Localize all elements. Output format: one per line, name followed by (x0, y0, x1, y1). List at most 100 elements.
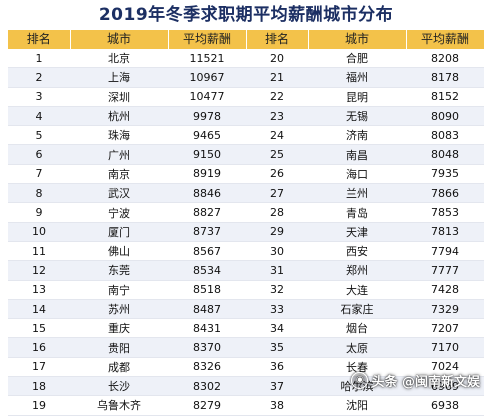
cell-salary: 7024 (406, 357, 484, 378)
cell-city: 杭州 (70, 106, 168, 127)
cell-city: 济南 (308, 125, 406, 146)
table-header-row: 排名 城市 平均薪酬 排名 城市 平均薪酬 (8, 30, 485, 49)
cell-city: 合肥 (308, 49, 406, 69)
cell-rank: 22 (246, 87, 308, 107)
watermark-text: 头条 @闽南新文娱 (371, 375, 480, 390)
cell-city: 贵阳 (70, 337, 168, 358)
table-row: 6 广州 9150 25 南昌 8048 (8, 144, 484, 165)
cell-salary: 7813 (406, 222, 484, 242)
cell-salary: 8846 (168, 183, 246, 204)
header-rank: 排名 (8, 30, 71, 49)
cell-salary: 8152 (406, 87, 484, 107)
table-row: 1 北京 11521 20 合肥 8208 (8, 49, 484, 69)
cell-salary: 8370 (168, 337, 246, 358)
cell-city: 郑州 (308, 260, 406, 281)
cell-rank: 2 (8, 67, 70, 88)
cell-salary: 8518 (168, 280, 246, 300)
cell-city: 兰州 (308, 183, 406, 204)
header-city: 城市 (308, 30, 407, 49)
table-row: 13 南宁 8518 32 大连 7428 (8, 280, 484, 300)
cell-salary: 7935 (406, 164, 484, 185)
cell-rank: 27 (246, 183, 308, 204)
cell-salary: 8279 (168, 395, 246, 416)
cell-salary: 8083 (406, 125, 484, 146)
cell-city: 广州 (70, 144, 168, 165)
cell-salary: 8178 (406, 67, 484, 88)
cell-city: 南昌 (308, 144, 406, 165)
cell-salary: 7777 (406, 260, 484, 281)
cell-rank: 1 (8, 49, 70, 69)
cell-city: 沈阳 (308, 395, 406, 416)
header-city: 城市 (70, 30, 169, 49)
cell-rank: 32 (246, 280, 308, 300)
table-row: 16 贵阳 8370 35 太原 7170 (8, 337, 484, 358)
cell-rank: 6 (8, 144, 70, 165)
cell-salary: 8827 (168, 202, 246, 223)
eye-logo-icon: ◉ (351, 372, 369, 389)
cell-salary: 7428 (406, 280, 484, 300)
cell-city: 青岛 (308, 202, 406, 223)
cell-city: 佛山 (70, 241, 168, 262)
table-row: 19 乌鲁木齐 8279 38 沈阳 6938 (8, 395, 484, 416)
cell-city: 成都 (70, 357, 168, 378)
page-title: 2019年冬季求职期平均薪酬城市分布 (98, 5, 394, 25)
cell-salary: 9978 (168, 106, 246, 127)
cell-salary: 8431 (168, 318, 246, 339)
cell-rank: 31 (246, 260, 308, 281)
table-row: 4 杭州 9978 23 无锡 8090 (8, 106, 484, 127)
cell-rank: 37 (246, 376, 308, 397)
cell-rank: 11 (8, 241, 70, 262)
table-row: 14 苏州 8487 33 石家庄 7329 (8, 299, 484, 320)
cell-salary: 8534 (168, 260, 246, 281)
cell-salary: 7207 (406, 318, 484, 339)
cell-salary: 8302 (168, 376, 246, 397)
cell-salary: 7329 (406, 299, 484, 320)
cell-rank: 15 (8, 318, 70, 339)
cell-city: 厦门 (70, 222, 168, 242)
cell-rank: 38 (246, 395, 308, 416)
cell-rank: 16 (8, 337, 70, 358)
cell-city: 东莞 (70, 260, 168, 281)
cell-city: 天津 (308, 222, 406, 242)
cell-rank: 21 (246, 67, 308, 88)
cell-rank: 17 (8, 357, 70, 378)
cell-rank: 5 (8, 125, 70, 146)
cell-city: 大连 (308, 280, 406, 300)
cell-salary: 8208 (406, 49, 484, 69)
cell-rank: 20 (246, 49, 308, 69)
watermark: ◉ 头条 @闽南新文娱 (351, 371, 480, 390)
cell-rank: 13 (8, 280, 70, 300)
cell-salary: 9150 (168, 144, 246, 165)
cell-city: 重庆 (70, 318, 168, 339)
cell-city: 苏州 (70, 299, 168, 320)
cell-city: 乌鲁木齐 (70, 395, 168, 416)
cell-city: 西安 (308, 241, 406, 262)
cell-city: 长沙 (70, 376, 168, 397)
cell-city: 烟台 (308, 318, 406, 339)
table-row: 3 深圳 10477 22 昆明 8152 (8, 87, 484, 107)
cell-city: 南宁 (70, 280, 168, 300)
cell-salary: 7794 (406, 241, 484, 262)
cell-rank: 34 (246, 318, 308, 339)
cell-rank: 24 (246, 125, 308, 146)
cell-salary: 8919 (168, 164, 246, 185)
cell-city: 宁波 (70, 202, 168, 223)
cell-salary: 9465 (168, 125, 246, 146)
cell-rank: 9 (8, 202, 70, 223)
cell-city: 太原 (308, 337, 406, 358)
cell-salary: 11521 (168, 49, 246, 69)
table-row: 17 成都 8326 36 长春 7024 (8, 357, 484, 378)
cell-rank: 3 (8, 87, 70, 107)
table-row: 18 长沙 8302 37 哈尔滨 6969 (8, 376, 484, 397)
table-row: 10 厦门 8737 29 天津 7813 (8, 222, 484, 242)
cell-salary: 10477 (168, 87, 246, 107)
cell-rank: 7 (8, 164, 70, 185)
table-row: 2 上海 10967 21 福州 8178 (8, 67, 484, 88)
cell-city: 福州 (308, 67, 406, 88)
cell-salary: 10967 (168, 67, 246, 88)
cell-rank: 28 (246, 202, 308, 223)
cell-city: 武汉 (70, 183, 168, 204)
cell-city: 无锡 (308, 106, 406, 127)
cell-salary: 8090 (406, 106, 484, 127)
cell-rank: 18 (8, 376, 70, 397)
